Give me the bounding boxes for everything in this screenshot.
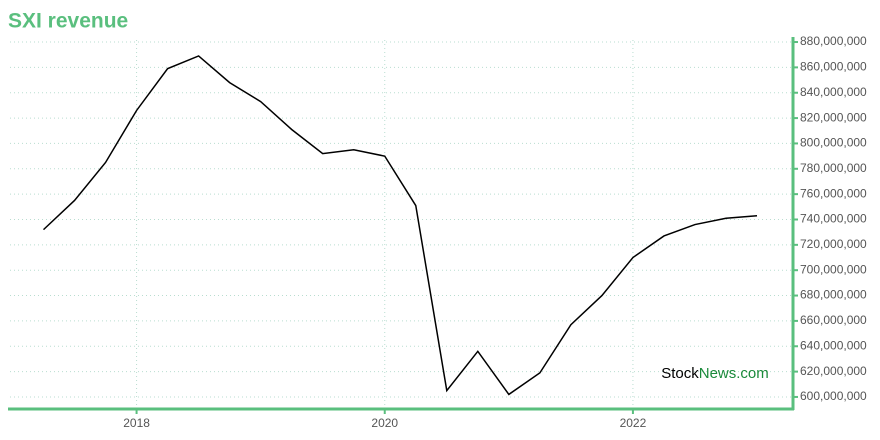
x-tick-label: 2022 [620, 416, 647, 430]
line [42, 55, 758, 396]
watermark-part: Stock [661, 365, 699, 382]
y-tick-label: 860,000,000 [800, 60, 867, 74]
y-tick-label: 820,000,000 [800, 110, 867, 124]
y-tick-label: 620,000,000 [800, 364, 867, 378]
x-tick-label: 2020 [371, 416, 398, 430]
y-tick-label: 660,000,000 [800, 313, 867, 327]
y-tick-label: 760,000,000 [800, 186, 867, 200]
chart-title: SXI revenue [8, 10, 128, 33]
watermark: StockNews.com [661, 365, 769, 382]
y-tick-label: 780,000,000 [800, 161, 867, 175]
y-tick-label: 700,000,000 [800, 262, 867, 276]
y-tick-label: 640,000,000 [800, 338, 867, 352]
x-tick-label: 2018 [123, 416, 150, 430]
y-tick-label: 680,000,000 [800, 288, 867, 302]
watermark-part: News.com [699, 365, 769, 382]
y-tick-label: 600,000,000 [800, 389, 867, 403]
y-tick-label: 800,000,000 [800, 136, 867, 150]
y-tick-label: 740,000,000 [800, 212, 867, 226]
y-tick-label: 840,000,000 [800, 85, 867, 99]
y-tick-label: 720,000,000 [800, 237, 867, 251]
plot [42, 55, 758, 396]
y-tick-label: 880,000,000 [800, 34, 867, 48]
grid [10, 40, 793, 409]
